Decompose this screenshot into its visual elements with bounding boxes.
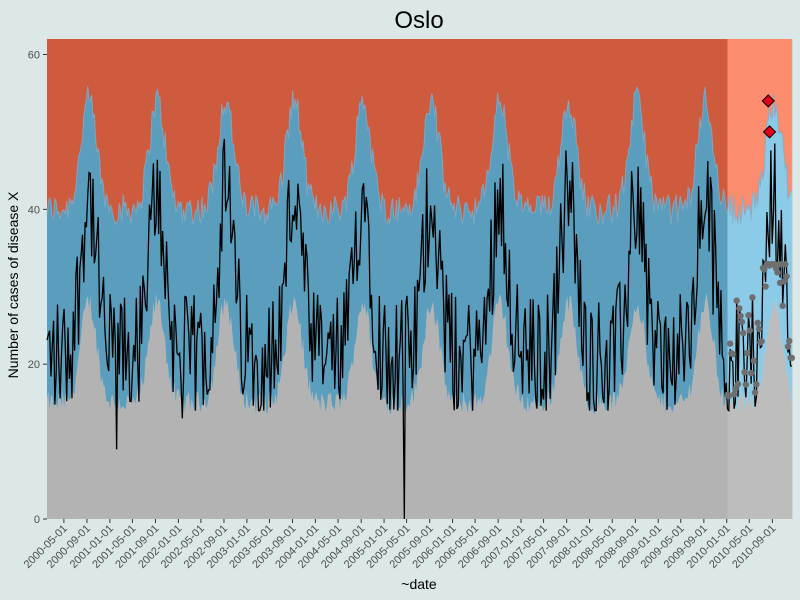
y-tick-label: 40 bbox=[28, 204, 40, 216]
alert-marker bbox=[761, 94, 775, 108]
alert-marker bbox=[762, 125, 777, 139]
forecast-point bbox=[733, 297, 740, 304]
forecast-point bbox=[761, 266, 768, 273]
forecast-point bbox=[725, 392, 733, 400]
forecast-point bbox=[788, 354, 796, 362]
forecast-point bbox=[737, 312, 744, 320]
x-axis-title: ~date bbox=[401, 576, 437, 592]
y-axis: 0 20 40 60 bbox=[28, 49, 47, 526]
forecast-point bbox=[751, 389, 759, 396]
forecast-point bbox=[741, 368, 748, 376]
plot-area bbox=[46, 39, 796, 520]
forecast-point bbox=[730, 391, 738, 398]
forecast-point bbox=[744, 349, 751, 357]
forecast-point bbox=[758, 338, 765, 345]
forecast-point bbox=[749, 294, 756, 301]
forecast-point bbox=[753, 381, 760, 388]
history-zone-high bbox=[47, 39, 728, 225]
forecast-point bbox=[762, 283, 769, 290]
forecast-point bbox=[736, 305, 743, 312]
band-upper-edge bbox=[46, 85, 792, 226]
y-tick-label: 20 bbox=[28, 359, 40, 371]
chart-title: Oslo bbox=[394, 7, 443, 34]
y-tick-label: 60 bbox=[28, 49, 40, 61]
forecast-point bbox=[780, 278, 788, 285]
observed-line bbox=[46, 138, 729, 520]
forecast-point bbox=[742, 381, 750, 388]
forecast-point bbox=[786, 337, 793, 345]
forecast-zone-low bbox=[727, 297, 792, 519]
forecast-point bbox=[746, 327, 754, 334]
forecast-point bbox=[782, 261, 789, 268]
forecast-point bbox=[783, 273, 790, 280]
forecast-point bbox=[734, 380, 742, 388]
forecast-point bbox=[745, 312, 752, 319]
forecast-point bbox=[729, 350, 736, 358]
y-tick-label: 0 bbox=[34, 514, 40, 526]
x-axis: 2000-05-012000-09-012001-01-012001-05-01… bbox=[22, 519, 778, 571]
forecast-point bbox=[740, 329, 747, 337]
forecast-point bbox=[784, 343, 792, 350]
forecast-point bbox=[754, 319, 761, 327]
y-axis-title: Number of cases of disease X bbox=[5, 191, 21, 378]
forecast-point bbox=[747, 369, 755, 377]
forecast-point bbox=[726, 340, 734, 347]
forecast-point bbox=[750, 357, 757, 364]
forecast-point bbox=[774, 269, 781, 276]
forecast-point bbox=[738, 318, 746, 326]
forecast-point bbox=[755, 325, 763, 333]
history-zone-low bbox=[47, 292, 728, 519]
forecast-point bbox=[779, 302, 786, 310]
forecast-zone-high bbox=[727, 39, 792, 225]
